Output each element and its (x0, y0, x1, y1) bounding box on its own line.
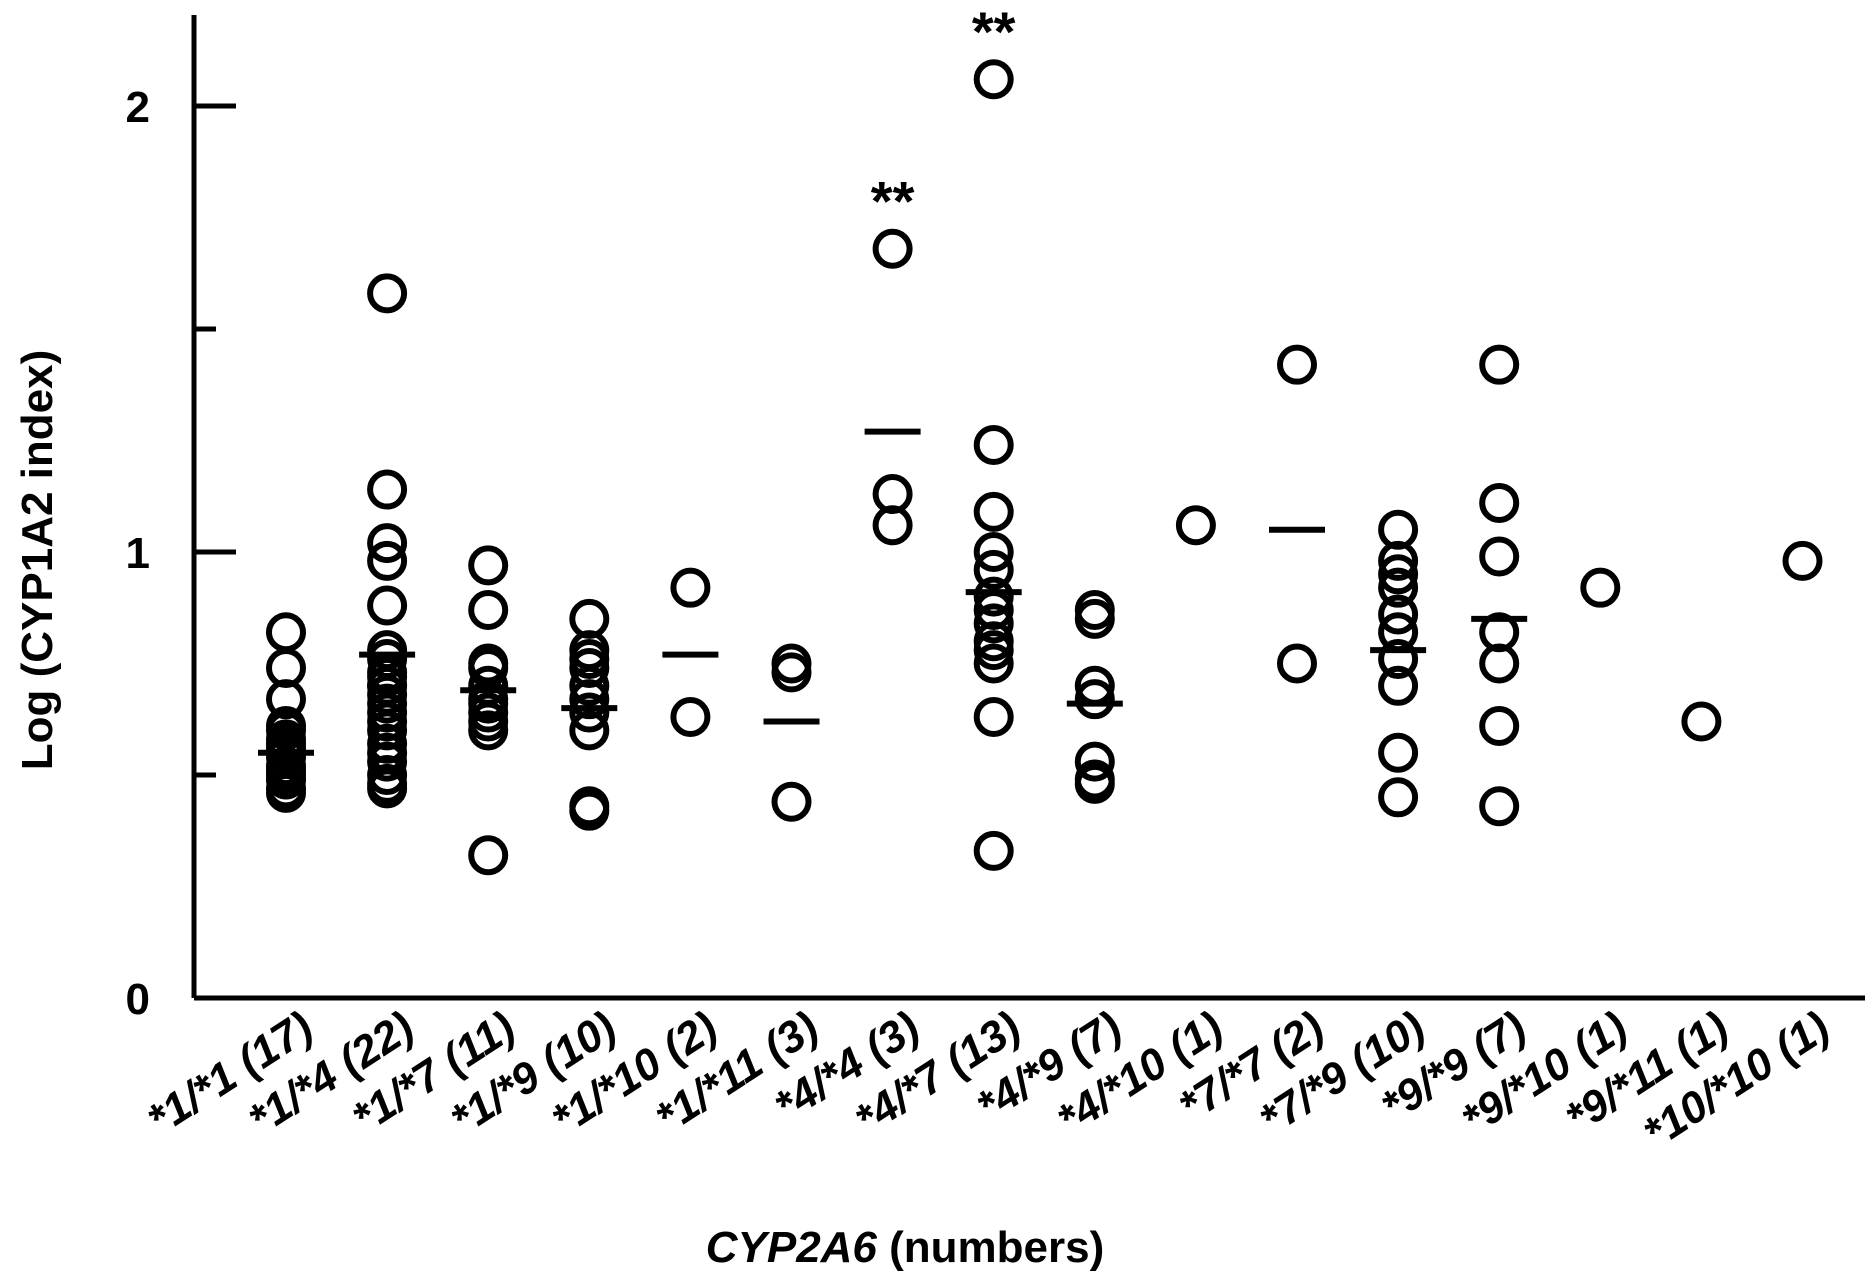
data-point (973, 549, 1014, 590)
data-point (1378, 777, 1419, 818)
data-point (973, 603, 1014, 644)
significance-markers: ** ** (871, 0, 1016, 232)
data-point (1479, 643, 1520, 684)
data-point (468, 835, 509, 876)
data-point (1378, 612, 1419, 653)
y-axis-title: Log (CYP1A2 index) (13, 350, 62, 771)
significance-label: ** (972, 0, 1016, 63)
data-point (1074, 763, 1115, 804)
data-point (1277, 344, 1317, 385)
data-points (266, 59, 1823, 876)
data-point (569, 786, 610, 827)
data-point (973, 59, 1014, 100)
data-point (1479, 344, 1520, 385)
axes (191, 15, 1865, 1001)
data-point (367, 639, 408, 680)
data-point (1074, 741, 1115, 782)
data-point (670, 567, 711, 608)
data-point (1782, 540, 1823, 581)
data-point (1479, 536, 1520, 577)
data-point (771, 652, 812, 693)
data-point (367, 469, 408, 510)
data-point (367, 540, 408, 581)
data-point (1175, 505, 1216, 546)
data-point (367, 741, 408, 782)
y-ticks (194, 103, 236, 778)
data-point (367, 768, 408, 809)
data-point (1479, 786, 1520, 827)
data-point (1074, 598, 1115, 639)
data-point (367, 755, 408, 795)
data-point (266, 710, 306, 751)
significance-label: ** (871, 170, 915, 233)
x-axis-title-rest: (numbers) (877, 1223, 1104, 1272)
data-point (1378, 594, 1419, 635)
data-point (1479, 705, 1520, 746)
data-point (973, 830, 1014, 871)
data-point (367, 523, 408, 564)
data-point (1681, 701, 1722, 742)
data-point (468, 710, 509, 751)
data-point (1378, 567, 1419, 608)
data-point (367, 585, 408, 626)
data-point (670, 697, 711, 738)
data-point (973, 630, 1014, 671)
y-tick-labels: 0 1 2 (126, 83, 150, 1024)
data-point (468, 545, 509, 586)
data-point (872, 228, 913, 269)
data-point (771, 781, 812, 822)
data-point (1479, 482, 1520, 523)
x-category-labels: *1/*1 (17)*1/*4 (22)*1/*7 (11)*1/*9 (10)… (139, 1002, 1838, 1158)
data-point (569, 710, 610, 751)
data-point (569, 692, 610, 733)
data-point (1074, 679, 1115, 720)
y-tick-label: 1 (126, 529, 150, 578)
y-tick-label: 0 (126, 975, 150, 1024)
data-point (266, 728, 306, 769)
data-point (973, 532, 1014, 572)
data-point (367, 273, 408, 314)
data-point (1580, 567, 1621, 608)
data-point (569, 665, 610, 706)
data-point (872, 505, 913, 546)
data-point (1074, 665, 1115, 706)
data-point (1277, 643, 1317, 684)
data-point (973, 643, 1014, 684)
data-point (973, 424, 1014, 465)
data-point (266, 612, 306, 653)
data-point (468, 589, 509, 630)
data-point (973, 491, 1014, 532)
data-point (266, 755, 306, 795)
x-axis-title: CYP2A6 (numbers) (706, 1223, 1105, 1272)
x-axis-title-italic: CYP2A6 (706, 1223, 878, 1272)
data-point (973, 697, 1014, 738)
data-point (266, 772, 306, 813)
y-tick-label: 2 (126, 83, 150, 132)
data-point (1378, 540, 1419, 581)
data-point (973, 576, 1014, 617)
data-point (1378, 554, 1419, 595)
data-point (1378, 639, 1419, 680)
data-point (1378, 732, 1419, 773)
data-point (1378, 665, 1419, 706)
